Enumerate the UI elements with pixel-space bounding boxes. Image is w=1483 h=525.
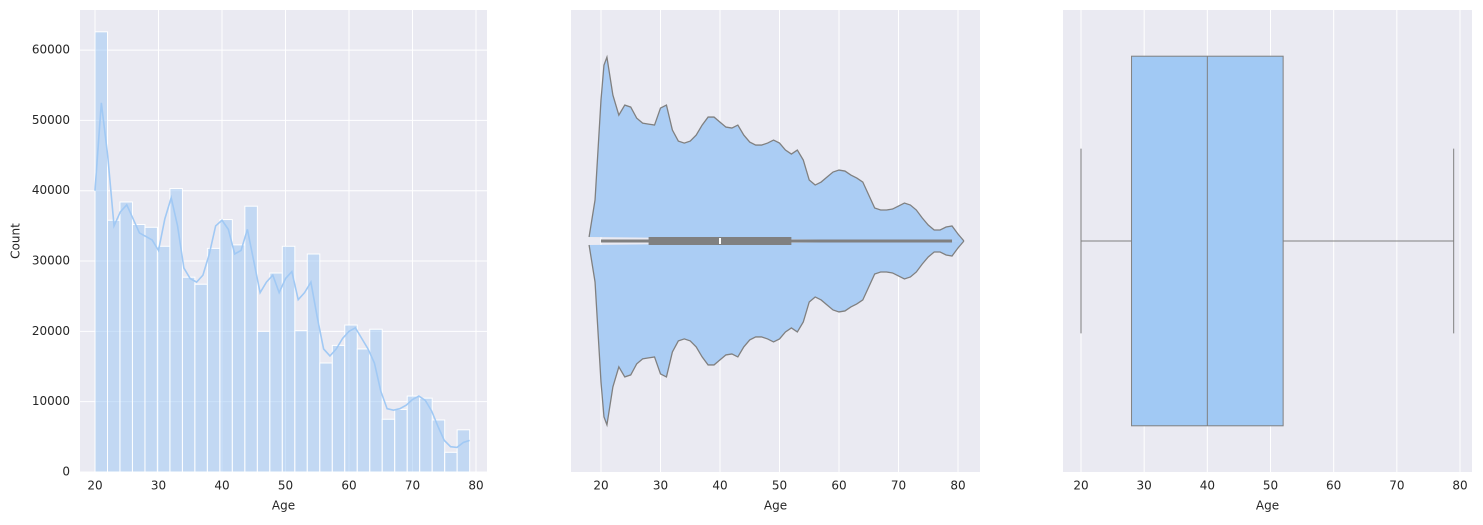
x-tick-label: 20 (1073, 479, 1088, 493)
violin-half (588, 54, 965, 242)
x-tick-label: 50 (772, 479, 787, 493)
histogram-bar (269, 272, 283, 473)
histogram-bar (356, 348, 371, 473)
x-tick-label: 30 (1137, 479, 1152, 493)
x-tick-label: 30 (653, 479, 668, 493)
histogram-bar (306, 253, 321, 473)
x-axis-label: Age (272, 499, 295, 513)
histogram-bar (406, 395, 421, 473)
histogram-bar (381, 418, 396, 473)
histogram-bar (131, 223, 146, 473)
histogram-bar (144, 226, 158, 473)
y-tick-label: 60000 (32, 43, 70, 57)
histogram-bar (119, 201, 133, 473)
x-tick-label: 40 (214, 479, 229, 493)
x-tick-label: 80 (1452, 479, 1467, 493)
x-axis-label: Age (1256, 499, 1279, 513)
histogram-bar (319, 362, 333, 473)
y-tick-label: 30000 (32, 254, 70, 268)
x-tick-label: 40 (1200, 479, 1215, 493)
x-tick-label: 50 (1263, 479, 1278, 493)
x-tick-label: 30 (151, 479, 166, 493)
y-tick-label: 20000 (32, 324, 70, 338)
x-tick-label: 50 (278, 479, 293, 493)
histogram-bar (444, 451, 458, 473)
x-tick-label: 70 (1389, 479, 1404, 493)
subplot: 20 30 40 50 60 70 80 Age (571, 10, 980, 513)
x-tick-label: 40 (712, 479, 727, 493)
histogram-bar (231, 244, 246, 473)
x-tick-label: 60 (1326, 479, 1341, 493)
histogram-bar (219, 219, 233, 473)
x-tick-label: 20 (593, 479, 608, 493)
x-tick-label: 60 (341, 479, 356, 493)
x-tick-label: 80 (468, 479, 483, 493)
subplot: 20 30 40 50 60 70 80 Age (1063, 10, 1472, 513)
histogram-bar (344, 324, 358, 473)
y-tick-label: 0 (62, 465, 70, 479)
histogram-bar (331, 344, 346, 473)
histogram-bar (194, 283, 208, 473)
x-tick-label: 60 (831, 479, 846, 493)
x-tick-label: 70 (891, 479, 906, 493)
histogram-bar (181, 276, 196, 473)
subplot: 20 30 40 50 60 70 80 0 10000 20000 30000 40000 50000… (9, 10, 487, 513)
histogram-bar (369, 328, 383, 473)
y-tick-label: 40000 (32, 183, 70, 197)
violin-half (588, 240, 965, 428)
x-tick-label: 70 (405, 479, 420, 493)
histogram-bar (106, 219, 121, 473)
histogram-bar (94, 31, 108, 473)
histogram-bar (206, 247, 221, 473)
x-tick-label: 20 (87, 479, 102, 493)
histogram-bar (456, 429, 471, 473)
histogram-bar (394, 408, 408, 473)
y-axis-label: Count (9, 223, 23, 259)
y-tick-label: 10000 (32, 394, 70, 408)
histogram-bar (294, 330, 308, 473)
y-tick-label: 50000 (32, 113, 70, 127)
x-tick-label: 80 (950, 479, 965, 493)
kde-line (94, 102, 470, 449)
histogram-bar (156, 245, 171, 473)
x-axis-label: Age (764, 499, 787, 513)
histogram-bar (169, 188, 183, 473)
histogram-bar (256, 330, 271, 473)
